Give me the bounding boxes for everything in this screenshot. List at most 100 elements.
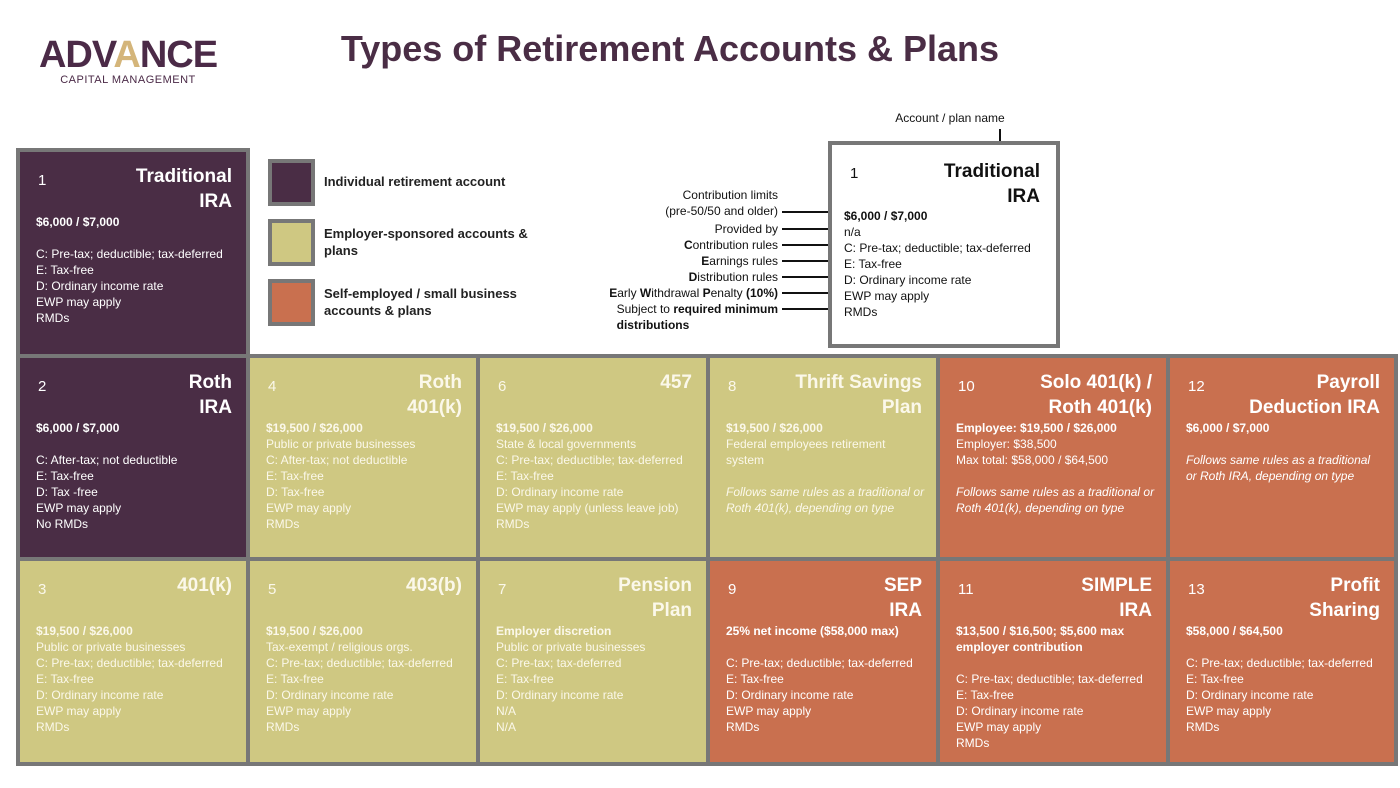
detail-line: C: Pre-tax; deductible; tax-deferred (1186, 656, 1373, 670)
detail-line: RMDs (956, 736, 990, 750)
label-line: Subject to required minimum (617, 301, 778, 317)
legend-label: Employer-sponsored accounts & plans (324, 226, 528, 258)
detail-line: C: Pre-tax; deductible; tax-deferred (36, 247, 223, 261)
title-line: Roth 401(k) (1048, 397, 1152, 418)
detail-line: E: Tax-free (266, 469, 324, 483)
account-title: 403(b) (406, 573, 462, 598)
detail-line: C: Pre-tax; tax-deferred (496, 656, 622, 670)
detail-line: E: Tax-free (496, 672, 554, 686)
account-details: $19,500 / $26,000 Public or private busin… (36, 623, 236, 735)
title-line: IRA (1007, 186, 1040, 207)
label-part: E (701, 254, 710, 268)
label-part: E (609, 286, 618, 300)
account-card: 9 SEP IRA 25% net income ($58,000 max) C: Pr… (706, 557, 940, 766)
page-title: Types of Retirement Accounts & Plans (340, 28, 1000, 69)
legend-swatch-orange (268, 279, 315, 326)
title-line: Payroll (1316, 372, 1380, 393)
title-line: Profit (1330, 575, 1380, 596)
detail-line: RMDs (266, 517, 300, 531)
annotation-leader-line (782, 276, 836, 278)
detail-line: D: Tax -free (36, 485, 98, 499)
legend-swatch-yellow (268, 219, 315, 266)
account-number: 6 (498, 378, 507, 395)
detail-line: $19,500 / $26,000 (266, 421, 363, 435)
account-card: 10 Solo 401(k) / Roth 401(k) Employee: $19,… (936, 354, 1170, 561)
detail-line: $19,500 / $26,000 (266, 624, 363, 638)
detail-line: E: Tax-free (36, 469, 94, 483)
detail-line: E: Tax-free (36, 263, 94, 277)
company-logo: ADVANCE CAPITAL MANAGEMENT (38, 34, 218, 86)
account-number: 2 (38, 378, 47, 395)
detail-line: C: Pre-tax; deductible; tax-deferred (726, 656, 913, 670)
label-part: C (683, 238, 693, 252)
title-line: Thrift Savings (795, 372, 922, 393)
account-number: 4 (268, 378, 277, 395)
account-number: 9 (728, 581, 737, 598)
account-card: 4 Roth 401(k) $19,500 / $26,000 Public or pr… (246, 354, 480, 561)
title-line: 401(k) (407, 397, 462, 418)
spacer (726, 468, 926, 484)
annotation-label: Distribution rules (689, 269, 778, 285)
account-details: $6,000 / $7,000 Follows same rules as a t… (1186, 420, 1384, 484)
detail-line: D: Ordinary income rate (496, 485, 624, 499)
detail-line: $19,500 / $26,000 (36, 624, 133, 638)
account-number: 8 (728, 378, 737, 395)
key-value: C: Pre-tax; deductible; tax-deferred (844, 241, 1031, 255)
legend-swatch-purple (268, 159, 315, 206)
detail-line: State & local governments (496, 437, 637, 451)
account-number: 11 (958, 581, 974, 598)
account-number: 1 (38, 172, 47, 189)
title-line: Sharing (1309, 600, 1380, 621)
account-details: Employer discretion Public or private bus… (496, 623, 696, 735)
account-card: 1 Traditional IRA $6,000 / $7,000 C: Pre-tax… (16, 148, 250, 358)
legend-label: Self-employed / small business accounts … (324, 286, 517, 318)
key-card-body: $6,000 / $7,000 n/a C: Pre-tax; deductible… (844, 208, 1031, 320)
detail-line: D: Ordinary income rate (956, 704, 1084, 718)
detail-line: D: Ordinary income rate (726, 688, 854, 702)
detail-line: RMDs (1186, 720, 1220, 734)
legend-label: Individual retirement account (324, 174, 506, 189)
label-part: istribution rules (697, 270, 778, 284)
detail-line: C: After-tax; not deductible (36, 453, 178, 467)
detail-line: C: Pre-tax; deductible; tax-deferred (496, 453, 683, 467)
account-details: $58,000 / $64,500 C: Pre-tax; deductible;… (1186, 623, 1384, 735)
detail-line: D: Ordinary income rate (266, 688, 394, 702)
annotation-label: Early Withdrawal Penalty (10%) (609, 285, 778, 301)
detail-line: D: Tax-free (266, 485, 325, 499)
detail-line: C: Pre-tax; deductible; tax-deferred (266, 656, 453, 670)
account-details: 25% net income ($58,000 max) C: Pre-tax; … (726, 623, 926, 735)
account-details: Employee: $19,500 / $26,000 Employer: $38… (956, 420, 1156, 516)
detail-line: $19,500 / $26,000 (726, 421, 823, 435)
key-value: n/a (844, 225, 861, 239)
account-details: $19,500 / $26,000 Federal employees retir… (726, 420, 926, 516)
detail-line: 25% net income ($58,000 max) (726, 624, 899, 638)
label-line: (pre-50/50 and older) (665, 203, 778, 219)
logo-text: ADV (38, 34, 114, 76)
detail-line: EWP may apply (36, 501, 122, 515)
detail-line: N/A (496, 720, 517, 734)
spacer (36, 436, 236, 452)
detail-line: EWP may apply (726, 704, 812, 718)
title-line: Roth (188, 372, 232, 393)
account-card: 7 Pension Plan Employer discretion Public or… (476, 557, 710, 766)
account-number: 12 (1188, 378, 1205, 395)
detail-line: Public or private businesses (496, 640, 646, 654)
label-part: P (702, 286, 711, 300)
account-number: 7 (498, 581, 507, 598)
label-line: Provided by (715, 221, 778, 237)
account-title: SIMPLE IRA (1081, 573, 1152, 623)
account-card: 11 SIMPLE IRA $13,500 / $16,500; $5,600 max… (936, 557, 1170, 766)
annotation-leader-line (782, 211, 836, 213)
detail-line: No RMDs (36, 517, 89, 531)
label-line: Contribution rules (684, 237, 778, 253)
label-part: ontribution rules (692, 238, 778, 252)
detail-line: $6,000 / $7,000 (36, 215, 120, 229)
label-part: arnings rules (709, 254, 778, 268)
annotation-label: Contribution limits (pre-50/50 and older) (665, 187, 778, 219)
title-line: Roth (418, 372, 462, 393)
detail-line: E: Tax-free (36, 672, 94, 686)
title-line: Pension (618, 575, 692, 596)
annotation-leader-line (782, 292, 836, 294)
detail-line: EWP may apply (266, 704, 352, 718)
key-value: E: Tax-free (844, 257, 902, 271)
